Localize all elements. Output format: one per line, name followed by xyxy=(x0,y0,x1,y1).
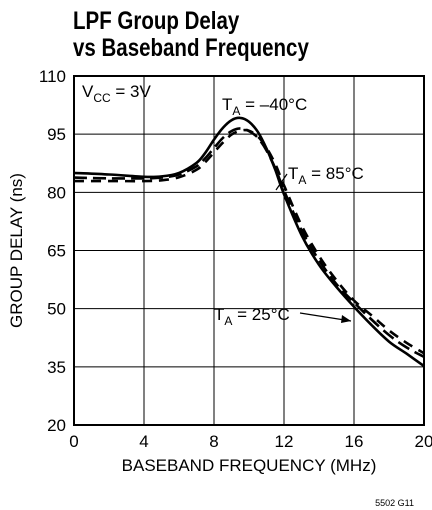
x-tick-label: 20 xyxy=(415,432,432,451)
series-line-1 xyxy=(73,116,425,368)
x-tick-label: 16 xyxy=(345,432,364,451)
y-tick-label: 80 xyxy=(47,183,66,202)
chart-series-group xyxy=(73,116,425,368)
leader-arrowhead-25 xyxy=(341,315,351,323)
chart-title-line-1: LPF Group Delay xyxy=(73,7,240,35)
temp-label-85: TA = 85°C xyxy=(288,164,364,187)
leader-line-85 xyxy=(275,173,288,191)
vcc-label: VCC = 3V xyxy=(82,82,152,105)
x-tick-label: 12 xyxy=(275,432,294,451)
temp-label-25: TA = 25°C xyxy=(214,305,290,328)
x-axis-label: BASEBAND FREQUENCY (MHz) xyxy=(122,456,377,475)
x-tick-label: 8 xyxy=(209,432,218,451)
chart-grid xyxy=(74,76,424,425)
y-axis-label: GROUP DELAY (ns) xyxy=(7,173,26,328)
series-line-3 xyxy=(73,128,425,355)
y-tick-label: 35 xyxy=(47,358,66,377)
plot-frame xyxy=(73,75,425,426)
temp-label-minus40: TA = –40°C xyxy=(222,95,307,118)
y-tick-label: 110 xyxy=(39,67,66,86)
x-tick-label: 0 xyxy=(69,432,78,451)
y-tick-label: 50 xyxy=(47,300,66,319)
y-tick-label: 65 xyxy=(47,242,66,261)
chart-annotations: VCC = 3V TA = –40°C TA = 85°C TA = 25°C xyxy=(82,82,364,328)
y-tick-label: 20 xyxy=(47,416,66,435)
y-tick-labels: 20 35 50 65 80 95 110 xyxy=(39,67,66,435)
chart-title: LPF Group Delay vs Baseband Frequency xyxy=(73,8,360,62)
x-tick-label: 4 xyxy=(139,432,148,451)
x-tick-labels: 0 4 8 12 16 20 xyxy=(69,432,432,451)
series-line-2 xyxy=(73,127,425,358)
y-tick-label: 95 xyxy=(47,125,66,144)
chart-title-line-2: vs Baseband Frequency xyxy=(73,34,309,62)
figure-id: 5502 G11 xyxy=(375,498,414,508)
